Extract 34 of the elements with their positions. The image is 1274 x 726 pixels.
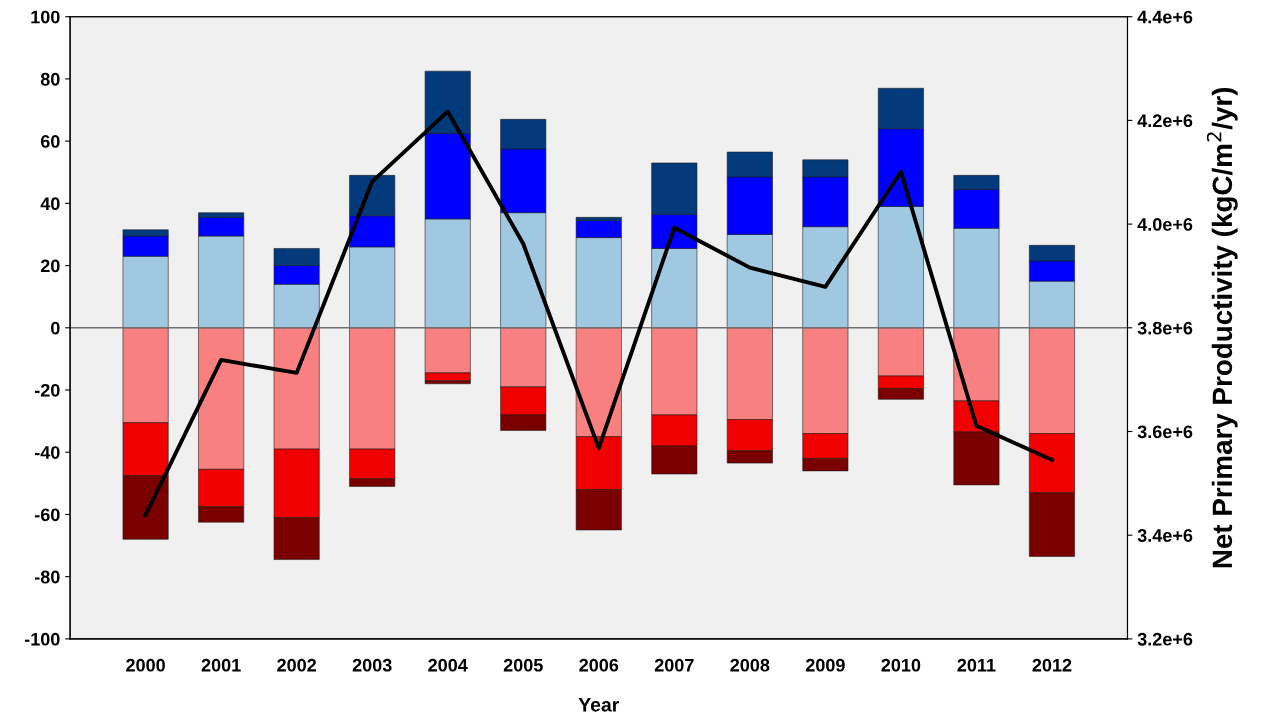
x-tick-label: 2010 xyxy=(881,658,921,672)
line-series xyxy=(143,109,1054,517)
y-tick-label: 20 xyxy=(40,259,60,273)
x-tick-label: 2006 xyxy=(579,658,619,672)
x-tick-label: 2000 xyxy=(126,658,165,672)
x-axis-title: Year xyxy=(578,698,620,712)
y-tick-label: 80 xyxy=(40,72,60,86)
y-tick-label: 0 xyxy=(51,321,60,335)
x-tick-label: 2004 xyxy=(428,658,468,672)
y2-axis-title: Net Primary Productivity (kgC/m$^{2}$/yr) xyxy=(1206,87,1238,568)
x-tick-label: 2012 xyxy=(1032,658,1072,672)
y2-tick-label: 3.4e+6 xyxy=(1137,529,1193,542)
y-tick-label: 60 xyxy=(40,135,60,148)
x-tick-label: 2011 xyxy=(957,658,996,672)
y-tick-label: -60 xyxy=(34,508,60,522)
x-tick-label: 2005 xyxy=(503,658,543,672)
y2-tick-label: 3.6e+6 xyxy=(1137,425,1193,439)
y2-tick-label: 4.0e+6 xyxy=(1137,218,1193,231)
y-tick-label: 40 xyxy=(40,197,60,211)
y2-tick-label: 4.2e+6 xyxy=(1137,114,1193,128)
x-tick-label: 2009 xyxy=(805,658,845,672)
x-tick-label: 2003 xyxy=(352,658,392,672)
y-tick-label: -20 xyxy=(34,383,60,397)
y2-tick-label: 4.4e+6 xyxy=(1137,10,1193,24)
x-tick-label: 2002 xyxy=(277,658,317,672)
x-tick-label: 2001 xyxy=(201,658,241,672)
y-tick-label: -100 xyxy=(24,632,60,646)
y-tick-label: -40 xyxy=(34,446,60,459)
x-tick-label: 2008 xyxy=(730,658,770,672)
y2-tick-label: 3.2e+6 xyxy=(1137,632,1193,646)
y2-tick-label: 3.8e+6 xyxy=(1137,321,1193,335)
x-tick-label: 2007 xyxy=(654,658,694,672)
y-tick-label: -80 xyxy=(34,570,60,584)
y-tick-label: 100 xyxy=(31,10,60,24)
